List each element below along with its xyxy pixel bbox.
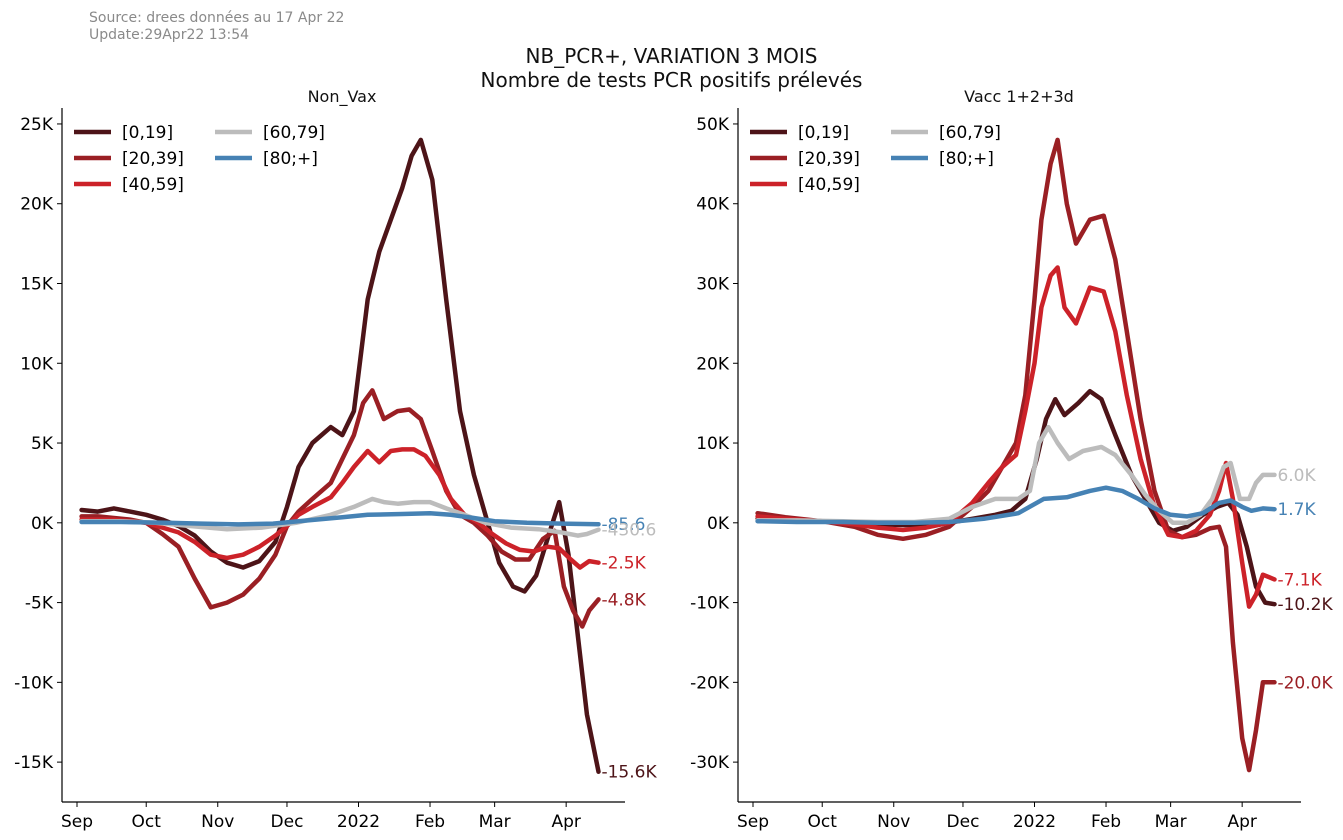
y-tick-label: 40K <box>696 195 730 215</box>
series-line-40-59 <box>79 447 601 570</box>
y-tick-label: -5K <box>25 594 54 614</box>
legend-label: [80;+] <box>939 149 994 169</box>
y-tick-label: 0K <box>707 514 730 534</box>
x-tick-label: Mar <box>1155 812 1187 832</box>
y-tick-label: 50K <box>696 115 730 135</box>
x-tick-label: Feb <box>415 812 445 832</box>
series-end-label: -2.5K <box>601 554 646 574</box>
series-end-label: -430.6 <box>601 521 656 541</box>
legend-label: [40,59] <box>122 175 184 195</box>
panel-title: Non_Vax <box>308 87 377 107</box>
series-end-label: -20.0K <box>1277 673 1333 693</box>
series-line-60-79 <box>79 496 601 538</box>
legend-label: [20,39] <box>798 149 860 169</box>
y-tick-label: 0K <box>31 514 54 534</box>
y-tick-label: -10K <box>14 673 54 693</box>
x-tick-label: Apr <box>1227 812 1256 832</box>
y-tick-label: 10K <box>20 354 54 374</box>
legend-label: [0,19] <box>798 123 849 143</box>
series-end-label: -10.2K <box>1277 595 1333 615</box>
y-tick-label: -10K <box>690 594 730 614</box>
series-line-20-39 <box>755 137 1277 773</box>
series-line-40-59 <box>755 265 1277 609</box>
series-line-60-79 <box>755 424 1277 526</box>
series-end-label: -4.8K <box>601 590 646 610</box>
x-tick-label: Sep <box>737 812 769 832</box>
series-end-label: 1.7K <box>1277 500 1316 520</box>
panel-non-vax: Non_Vax -15K -10K -5K 0K 5K 10K 15K 20K 25K Sep Oct… <box>14 87 657 832</box>
legend-label: [60,79] <box>939 123 1001 143</box>
x-tick-label: Oct <box>808 812 838 832</box>
y-tick-label: -20K <box>690 673 730 693</box>
main-title-line-2: Nombre de tests PCR positifs prélevés <box>480 68 863 92</box>
source-note: Source: drees données au 17 Apr 22 <box>89 10 345 26</box>
legend-label: [60,79] <box>263 123 325 143</box>
x-tick-label: 2022 <box>337 812 380 832</box>
y-tick-label: 30K <box>696 274 730 294</box>
legend-label: [0,19] <box>122 123 173 143</box>
legend-label: [20,39] <box>122 149 184 169</box>
y-tick-label: -30K <box>690 753 730 773</box>
x-tick-label: Apr <box>551 812 580 832</box>
main-title: NB_PCR+, VARIATION 3 MOIS Nombre de test… <box>0 44 1343 92</box>
x-tick-label: Feb <box>1091 812 1121 832</box>
series-line-80-plus <box>755 485 1277 526</box>
x-tick-label: Sep <box>61 812 93 832</box>
series-end-label: -15.6K <box>601 763 657 783</box>
main-title-line-1: NB_PCR+, VARIATION 3 MOIS <box>525 44 818 68</box>
series-line-0-19 <box>79 137 601 774</box>
x-tick-label: Mar <box>479 812 511 832</box>
legend-label: [80;+] <box>263 149 318 169</box>
series-line-80-plus <box>79 510 601 527</box>
x-tick-label: Nov <box>877 812 910 832</box>
update-note: Update:29Apr22 13:54 <box>89 27 250 43</box>
panel-vacc: Vacc 1+2+3d -30K -20K -10K 0K 10K 20K 30K 40K 50K… <box>690 87 1333 832</box>
panel-title: Vacc 1+2+3d <box>964 87 1074 106</box>
x-tick-label: Dec <box>271 812 304 832</box>
series-end-label: -7.1K <box>1277 570 1322 590</box>
y-tick-label: 15K <box>20 274 54 294</box>
y-tick-label: 25K <box>20 115 54 135</box>
x-tick-label: Nov <box>201 812 234 832</box>
series-end-label: -85.6 <box>601 515 645 535</box>
legend-label: [40,59] <box>798 175 860 195</box>
y-tick-label: 20K <box>20 195 54 215</box>
y-tick-label: 5K <box>31 434 54 454</box>
y-tick-label: 10K <box>696 434 730 454</box>
y-tick-label: -15K <box>14 753 54 773</box>
x-tick-label: Oct <box>132 812 162 832</box>
series-end-label: 6.0K <box>1277 466 1316 486</box>
x-tick-label: Dec <box>947 812 980 832</box>
y-tick-label: 20K <box>696 354 730 374</box>
x-tick-label: 2022 <box>1013 812 1056 832</box>
